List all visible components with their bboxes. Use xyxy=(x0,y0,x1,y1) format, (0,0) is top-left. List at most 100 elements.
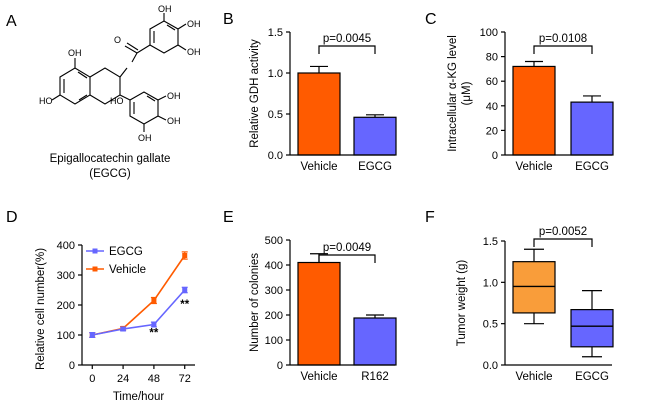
chart-c-sig-bracket xyxy=(533,45,593,54)
atom-oh-galloyl-bottom: OH xyxy=(187,47,201,57)
chart-d-y-tick-label: 300 xyxy=(57,270,75,282)
bond-to-ring-b xyxy=(119,94,131,101)
panel-label-a: A xyxy=(6,13,17,30)
chart-d-legend-marker xyxy=(92,248,98,254)
chart-d-y-label: Relative cell number(%) xyxy=(35,248,47,370)
atom-oh-galloyl-top: OH xyxy=(158,4,172,14)
chart-c-y-tick-label: 20 xyxy=(486,125,498,137)
chart-d-point-egcg xyxy=(151,322,157,327)
chart-b-y-tick-label: 0.0 xyxy=(268,150,283,162)
chart-e-sig-bracket xyxy=(318,254,376,263)
chart-f-box-vehicle xyxy=(512,261,556,314)
chart-c-x-label: Vehicle xyxy=(515,161,552,173)
chart-d-legend-marker xyxy=(92,266,98,272)
ring-c xyxy=(89,67,121,105)
chart-f-y-tick-label: 0.5 xyxy=(483,319,498,331)
chart-e-x-label: R162 xyxy=(361,371,389,383)
chart-f-y-tick-label: 0.0 xyxy=(483,360,498,372)
panel-label-e: E xyxy=(223,209,234,226)
chart-d-point-egcg xyxy=(182,287,188,293)
chart-gdh-activity: 0.0 0.5 1.0 1.5 Vehicle EGCG Relative GDH acti… xyxy=(249,27,397,173)
chart-d-y-tick-label: 100 xyxy=(57,330,75,342)
chart-b-p-value: p=0.0045 xyxy=(323,33,371,45)
chart-b-bar-egcg xyxy=(353,116,397,156)
chart-f-p-value: p=0.0052 xyxy=(539,226,587,238)
chart-c-bar-vehicle xyxy=(512,65,556,156)
panel-label-f: F xyxy=(425,209,435,226)
chart-d-legend-label: EGCG xyxy=(109,246,143,258)
chart-f-box-egcg xyxy=(570,309,614,348)
bond-oh xyxy=(177,23,187,30)
chart-c-y-tick-label: 80 xyxy=(486,52,498,64)
chart-d-y-tick-label: 400 xyxy=(57,240,75,252)
chart-c-x-label: EGCG xyxy=(575,161,609,173)
atom-oh-galloyl-right: OH xyxy=(187,19,201,29)
bond-carbonyl-2 xyxy=(126,42,139,51)
bond-to-galloyl xyxy=(136,44,151,54)
chart-b-sig-bracket xyxy=(318,45,376,54)
chart-b-x-label: Vehicle xyxy=(300,161,337,173)
bond-oh xyxy=(157,115,167,121)
chart-e-p-value: p=0.0049 xyxy=(323,242,371,254)
chart-d-y-tick-label: 200 xyxy=(57,300,75,312)
atom-o-carbonyl: O xyxy=(114,35,121,45)
chart-cell-growth: 0 100 200 300 400 0 24 48 72 EGCG Vehicle ** ** Time/… xyxy=(35,240,195,403)
bond-carbonyl xyxy=(124,45,138,54)
chart-e-y-tick-label: 500 xyxy=(265,235,283,247)
bond-ester xyxy=(131,52,138,63)
panel-label-b: B xyxy=(223,11,234,28)
chart-f-x-label: Vehicle xyxy=(515,371,552,383)
chart-d-significance: ** xyxy=(149,328,158,340)
chart-c-y-label: (μM) xyxy=(461,81,473,105)
chart-b-y-tick-label: 0.5 xyxy=(268,109,283,121)
chart-e-y-tick-label: 400 xyxy=(265,260,283,272)
chart-e-y-tick-label: 200 xyxy=(265,310,283,322)
chart-e-bar-vehicle xyxy=(297,261,341,366)
atom-ho-a-left: HO xyxy=(39,96,53,106)
molecule-abbrev: (EGCG) xyxy=(89,168,131,180)
chart-b-x-label: EGCG xyxy=(358,161,392,173)
chart-d-x-tick-label: 24 xyxy=(117,373,129,385)
chart-d-point-vehicle xyxy=(151,298,157,303)
chart-b-y-tick-label: 1.5 xyxy=(268,27,283,39)
chart-b-y-label: Relative GDH activity xyxy=(249,39,261,148)
chart-f-y-label: Tumor weight (g) xyxy=(456,260,468,347)
chart-d-x-tick-label: 48 xyxy=(148,373,160,385)
ring-b-double-bond xyxy=(146,95,156,102)
chart-d-x-label: Time/hour xyxy=(113,391,165,403)
chart-c-p-value: p=0.0108 xyxy=(539,33,587,45)
chart-f-x-label: EGCG xyxy=(575,371,609,383)
chart-f-y-tick-label: 1.5 xyxy=(483,236,498,248)
chart-c-bar-egcg xyxy=(570,101,614,156)
chart-e-y-tick-label: 300 xyxy=(265,285,283,297)
ring-a-double-bond xyxy=(78,94,88,101)
chart-f-y-tick-label: 1.0 xyxy=(483,277,498,289)
chart-d-legend-label: Vehicle xyxy=(109,264,146,276)
molecule-name: Epigallocatechin gallate xyxy=(50,153,171,165)
atom-oh-a-top: OH xyxy=(68,48,82,58)
panel-label-c: C xyxy=(425,11,437,28)
chart-c-y-tick-label: 100 xyxy=(480,27,498,39)
bond-oh xyxy=(157,95,167,101)
atom-oh-b-bottom: OH xyxy=(138,133,152,143)
chart-e-x-label: Vehicle xyxy=(300,371,337,383)
ring-galloyl-double-bond xyxy=(166,24,176,31)
chart-d-y-tick-label: 0 xyxy=(69,360,75,372)
bond-ho-left xyxy=(51,94,61,101)
atom-oh-b-top: OH xyxy=(167,91,181,101)
chart-d-point-egcg xyxy=(89,332,95,338)
atom-oh-ring-c: HO xyxy=(110,96,124,106)
chart-d-series-egcg xyxy=(92,289,186,336)
chart-c-y-tick-label: 40 xyxy=(486,101,498,113)
panel-label-d: D xyxy=(6,209,18,226)
chart-tumor-weight: 0.0 0.5 1.0 1.5 Vehicle EGCG Tumor weight (g) p… xyxy=(456,226,614,383)
chart-f-sig-bracket xyxy=(533,238,593,247)
chart-c-y-tick-label: 0 xyxy=(492,150,498,162)
chart-d-significance: ** xyxy=(180,299,189,311)
ring-a-double-bond xyxy=(77,71,88,79)
bond-oh xyxy=(177,44,187,51)
chart-colonies: 0 100 200 300 400 500 Vehicle R162 Number of col… xyxy=(249,235,397,383)
chart-d-point-vehicle xyxy=(182,253,188,258)
chart-c-y-label: Intracellular α-KG level xyxy=(447,35,459,152)
